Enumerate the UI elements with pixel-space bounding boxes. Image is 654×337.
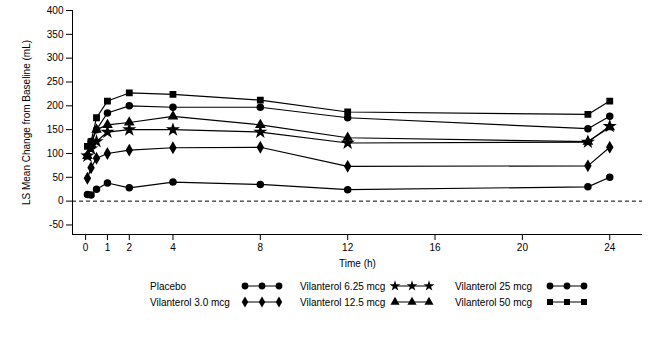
svg-text:Placebo: Placebo [150,281,187,292]
svg-text:4: 4 [170,242,176,253]
svg-text:300: 300 [47,52,64,63]
svg-text:0: 0 [83,242,89,253]
svg-text:Vilanterol 3.0 mcg: Vilanterol 3.0 mcg [150,297,230,308]
svg-text:100: 100 [47,148,64,159]
svg-text:12: 12 [342,242,354,253]
svg-text:Time (h): Time (h) [339,258,376,269]
svg-text:20: 20 [517,242,529,253]
svg-text:Vilanterol 50 mcg: Vilanterol 50 mcg [455,297,532,308]
svg-text:-50: -50 [49,219,64,230]
svg-text:400: 400 [47,5,64,16]
svg-text:150: 150 [47,124,64,135]
svg-text:350: 350 [47,29,64,40]
svg-text:50: 50 [52,172,64,183]
svg-text:LS Mean Change from Baseline (: LS Mean Change from Baseline (mL) [21,40,32,205]
svg-text:Vilanterol 12.5 mcg: Vilanterol 12.5 mcg [300,297,385,308]
svg-text:8: 8 [258,242,264,253]
svg-text:250: 250 [47,76,64,87]
svg-text:24: 24 [604,242,616,253]
svg-text:Vilanterol 6.25 mcg: Vilanterol 6.25 mcg [300,281,385,292]
svg-text:2: 2 [127,242,133,253]
svg-text:Vilanterol 25 mcg: Vilanterol 25 mcg [455,281,532,292]
svg-text:1: 1 [105,242,111,253]
svg-text:0: 0 [58,195,64,206]
svg-text:16: 16 [429,242,441,253]
svg-text:200: 200 [47,100,64,111]
